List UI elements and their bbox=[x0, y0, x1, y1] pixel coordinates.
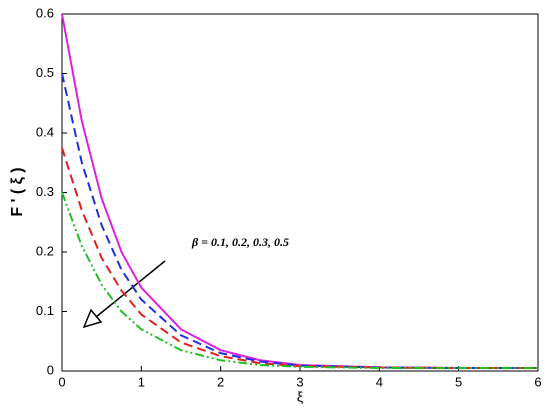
x-tick-label: 3 bbox=[296, 374, 303, 389]
arrow-head bbox=[82, 308, 103, 329]
y-tick-label: 0 bbox=[47, 362, 54, 377]
plot-frame bbox=[61, 13, 539, 372]
series-line bbox=[61, 192, 538, 370]
x-tick-label: 1 bbox=[138, 374, 145, 389]
y-tick-label: 0.1 bbox=[36, 303, 54, 318]
y-tick-label: 0.4 bbox=[36, 124, 54, 139]
x-tick-label: 4 bbox=[376, 374, 383, 389]
x-tick-label: 6 bbox=[534, 374, 541, 389]
arrow bbox=[82, 260, 166, 329]
arrow-shaft bbox=[95, 260, 166, 318]
y-tick-label: 0.3 bbox=[36, 184, 54, 199]
y-tick-label: 0.2 bbox=[36, 243, 54, 258]
y-axis-label: F ' ( ξ ) bbox=[9, 167, 26, 216]
series-line bbox=[61, 147, 538, 370]
x-tick-label: 0 bbox=[58, 374, 65, 389]
x-tick-label: 5 bbox=[455, 374, 462, 389]
y-tick-label: 0.5 bbox=[36, 65, 54, 80]
x-axis-label: ξ bbox=[297, 389, 303, 405]
annotation: β = 0.1, 0.2, 0.3, 0.5 bbox=[191, 235, 289, 249]
x-tick-label: 2 bbox=[217, 374, 224, 389]
series-line bbox=[61, 13, 538, 370]
y-tick-label: 0.6 bbox=[36, 5, 54, 20]
series-line bbox=[61, 73, 538, 370]
